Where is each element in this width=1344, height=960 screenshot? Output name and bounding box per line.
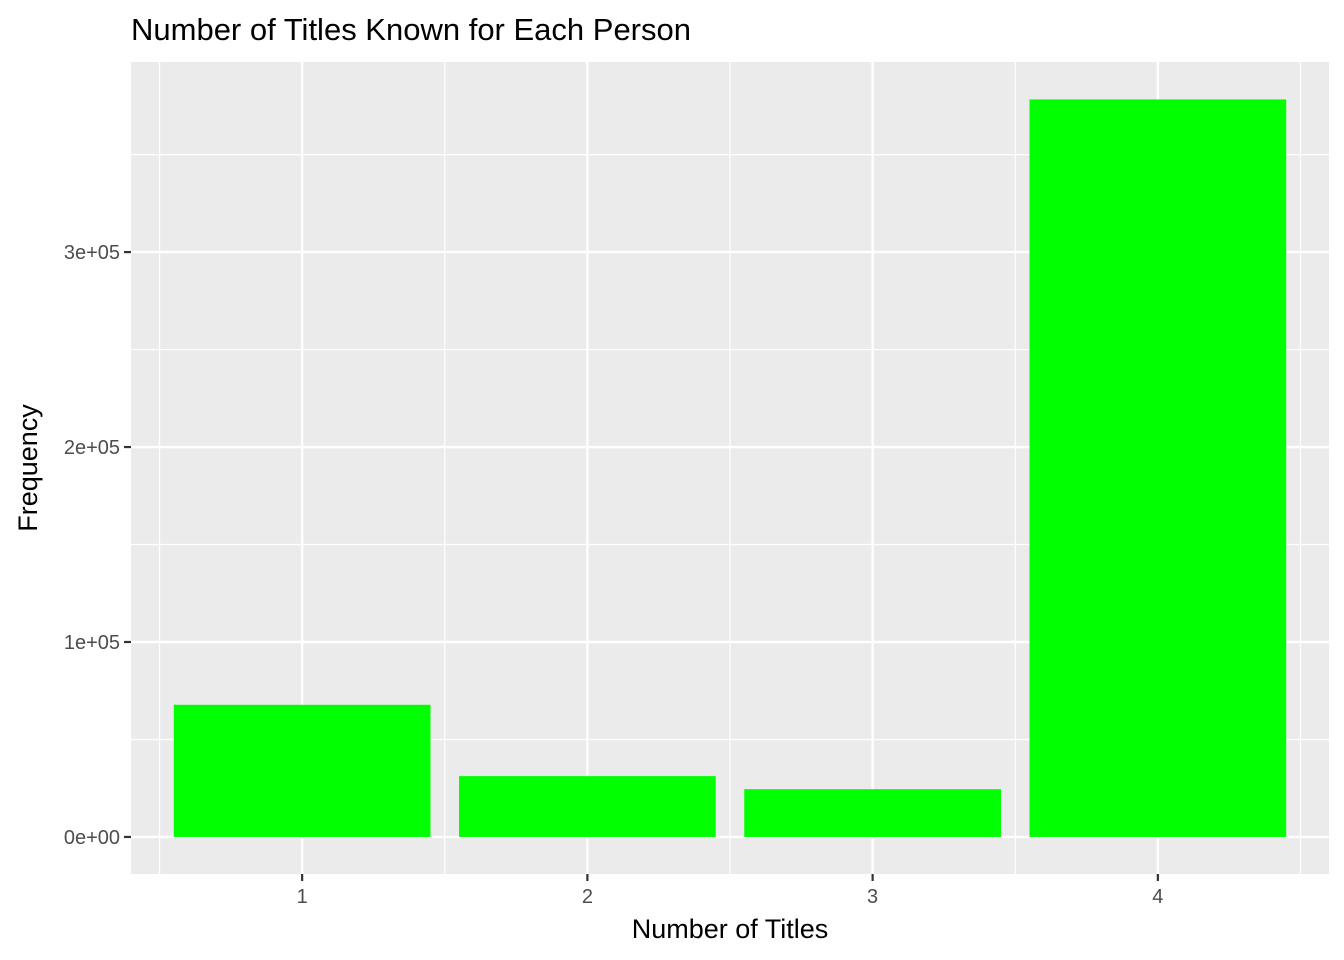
bar-3 — [744, 789, 1001, 837]
y-tick-label: 3e+05 — [64, 242, 120, 264]
y-tick-label: 0e+00 — [64, 827, 120, 849]
bar-2 — [459, 776, 716, 837]
x-tick-label: 2 — [582, 886, 593, 908]
bars — [173, 99, 1287, 837]
y-axis-title: Frequency — [13, 404, 43, 532]
x-tick-label: 3 — [867, 886, 878, 908]
bar-1 — [173, 704, 431, 837]
x-axis-title: Number of Titles — [632, 914, 829, 944]
bar-4 — [1029, 99, 1287, 837]
x-axis: 1 2 3 4 — [297, 874, 1163, 908]
x-tick-label: 1 — [297, 886, 308, 908]
y-tick-label: 2e+05 — [64, 437, 120, 459]
x-tick-label: 4 — [1152, 886, 1163, 908]
chart-title: Number of Titles Known for Each Person — [131, 12, 691, 47]
y-axis: 0e+00 1e+05 2e+05 3e+05 — [64, 242, 131, 849]
y-tick-label: 1e+05 — [64, 632, 120, 654]
